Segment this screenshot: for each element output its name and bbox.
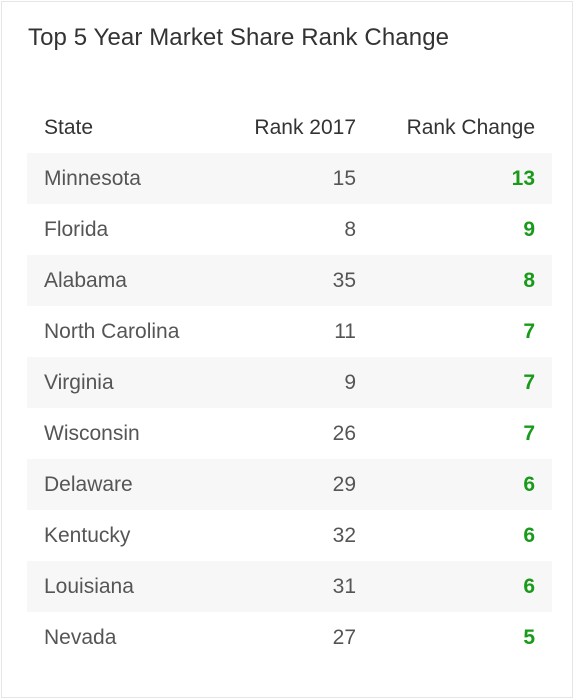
rank-change-cell: 13	[511, 166, 535, 190]
state-cell: Kentucky	[44, 523, 131, 547]
rank-change-cell: 6	[523, 472, 535, 496]
table-row: Kentucky 32 6	[27, 510, 552, 561]
rank-2017-cell: 8	[344, 217, 356, 241]
table-body: Minnesota 15 13 Florida 8 9 Alabama 35 8 North Ca…	[27, 153, 552, 663]
table-row: Louisiana 31 6	[27, 561, 552, 612]
table-row: Virginia 9 7	[27, 357, 552, 408]
state-cell: Alabama	[44, 268, 127, 292]
rank-2017-cell: 35	[332, 268, 356, 292]
rank-change-cell: 8	[523, 268, 535, 292]
table-row: Wisconsin 26 7	[27, 408, 552, 459]
rank-change-cell: 6	[523, 523, 535, 547]
state-cell: Virginia	[44, 370, 114, 394]
state-cell: Florida	[44, 217, 109, 241]
rank-change-cell: 7	[523, 319, 535, 343]
state-cell: Nevada	[44, 625, 117, 649]
state-cell: Louisiana	[44, 574, 134, 598]
rank-2017-cell: 29	[332, 472, 356, 496]
rank-2017-cell: 27	[332, 625, 356, 649]
rank-2017-cell: 31	[332, 574, 356, 598]
table-row: Florida 8 9	[27, 204, 552, 255]
rank-2017-cell: 32	[332, 523, 356, 547]
table-row: Minnesota 15 13	[27, 153, 552, 204]
rank-change-cell: 6	[523, 574, 535, 598]
table-row: North Carolina 11 7	[27, 306, 552, 357]
rank-change-cell: 7	[523, 370, 535, 394]
column-header-rank-change: Rank Change	[406, 116, 535, 139]
rank-change-cell: 9	[523, 217, 535, 241]
rank-2017-cell: 15	[332, 166, 356, 190]
state-cell: Delaware	[44, 472, 133, 496]
state-cell: Wisconsin	[44, 421, 140, 445]
rank-2017-cell: 26	[332, 421, 356, 445]
state-cell: North Carolina	[44, 319, 180, 343]
table-header-row: State Rank 2017 Rank Change	[27, 103, 552, 153]
chart-title: Top 5 Year Market Share Rank Change	[28, 24, 450, 51]
rank-change-cell: 5	[523, 625, 535, 649]
table-row: Nevada 27 5	[27, 612, 552, 663]
table-row: Delaware 29 6	[27, 459, 552, 510]
column-header-state: State	[44, 116, 94, 139]
rank-2017-cell: 9	[344, 370, 356, 394]
table-row: Alabama 35 8	[27, 255, 552, 306]
rank-change-cell: 7	[523, 421, 535, 445]
column-header-rank-2017: Rank 2017	[254, 116, 356, 139]
rank-table: State Rank 2017 Rank Change Minnesota 15 1…	[27, 103, 552, 663]
state-cell: Minnesota	[44, 166, 141, 190]
rank-2017-cell: 11	[334, 319, 356, 343]
